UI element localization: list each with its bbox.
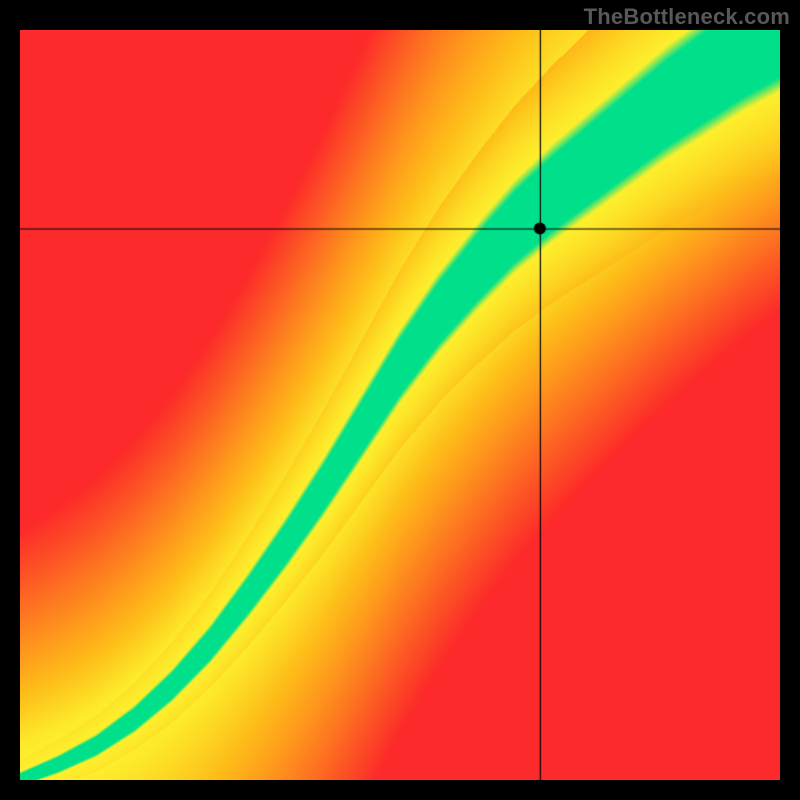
watermark-text: TheBottleneck.com	[584, 4, 790, 30]
bottleneck-heatmap	[20, 30, 780, 780]
heatmap-canvas	[20, 30, 780, 780]
